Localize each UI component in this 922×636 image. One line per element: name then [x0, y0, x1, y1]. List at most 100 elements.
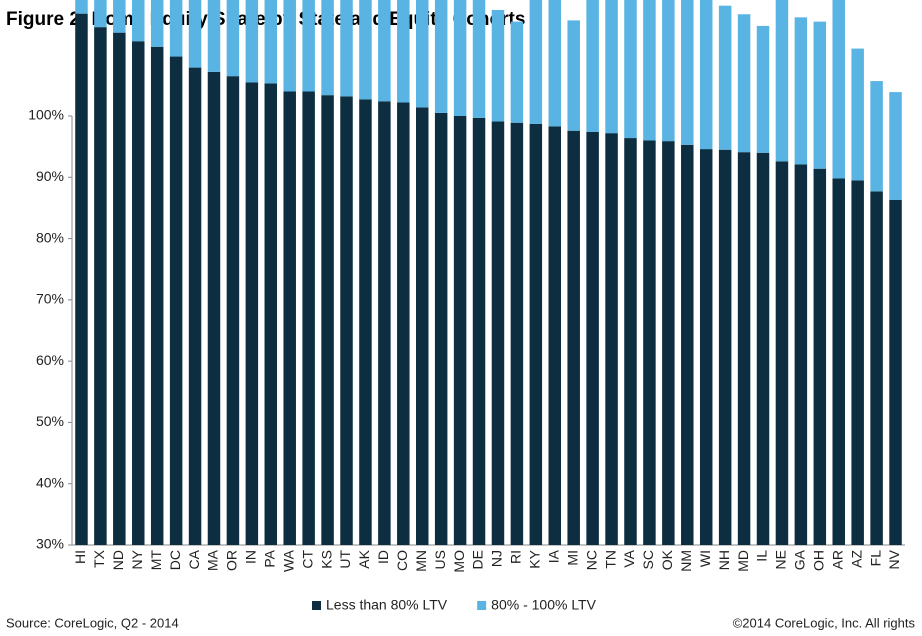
bar-segment [169, 56, 183, 545]
x-tick-label: TX [91, 549, 107, 568]
bar-segment [169, 0, 183, 57]
bar-segment [264, 0, 278, 84]
bar-segment [586, 131, 599, 546]
bar-segment [756, 152, 770, 545]
bar-segment [132, 41, 145, 545]
bar-segment [813, 168, 827, 545]
bar-segment [378, 101, 391, 545]
bar-segment [643, 140, 656, 545]
legend-label: Less than 80% LTV [326, 597, 448, 613]
bar-segment [207, 71, 221, 546]
bar-segment [245, 82, 259, 546]
y-tick-label: 70% [36, 291, 64, 307]
x-tick-label: NV [886, 549, 902, 569]
x-tick-label: CT [299, 550, 315, 569]
source: Source: CoreLogic, Q2 - 2014 [6, 615, 179, 630]
bar-segment [397, 0, 410, 103]
bar-segment [794, 17, 808, 165]
x-tick-label: MI [564, 550, 580, 566]
bar-segment [359, 99, 372, 546]
bar-segment [775, 0, 789, 162]
bar-segment [794, 164, 808, 545]
bar-segment [718, 5, 732, 150]
x-tick-label: HI [72, 550, 88, 564]
legend-swatch [312, 601, 321, 610]
x-tick-label: KY [527, 549, 543, 568]
y-tick-label: 100% [28, 107, 64, 123]
bar-segment [548, 0, 562, 127]
bar-segment [510, 122, 524, 546]
bar-segment [283, 0, 296, 92]
bar-segment [605, 0, 618, 134]
x-tick-label: OH [811, 550, 827, 571]
bar-segment [245, 0, 259, 83]
x-tick-label: FL [867, 550, 883, 567]
x-tick-label: CA [186, 549, 202, 569]
bar-segment [851, 180, 864, 545]
bar-segment [718, 149, 732, 545]
x-tick-label: OR [224, 550, 240, 571]
x-tick-label: PA [261, 549, 277, 567]
bar-segment [150, 46, 164, 546]
bar-segment [832, 178, 845, 546]
bar-segment [662, 0, 675, 142]
bar-segment [453, 0, 467, 116]
x-tick-label: IA [545, 549, 561, 563]
bar-segment [94, 27, 107, 545]
bar-segment [321, 0, 334, 96]
x-tick-label: GA [792, 549, 808, 570]
legend-swatch [477, 601, 487, 610]
x-tick-label: MO [451, 550, 467, 573]
bar-segment [510, 21, 524, 123]
bar-segment [359, 0, 372, 100]
bar-segment [397, 102, 410, 545]
bar-segment [207, 0, 221, 72]
x-tick-label: RI [508, 550, 524, 564]
x-tick-label: MA [205, 549, 221, 571]
x-tick-label: CO [394, 550, 410, 571]
bar-segment [340, 0, 353, 97]
bar-segment [737, 14, 751, 153]
bar-segment [132, 0, 145, 42]
bar-segment [624, 138, 637, 545]
y-tick-label: 50% [36, 413, 64, 429]
bar-segment [378, 0, 391, 102]
bar-segment [643, 0, 656, 141]
bar-segment [832, 0, 845, 179]
bar-segment [699, 149, 713, 545]
bar-segment [624, 0, 637, 139]
x-tick-label: NH [716, 550, 732, 570]
bar-segment [302, 91, 315, 545]
x-tick-label: MN [413, 550, 429, 572]
bar-segment [415, 107, 429, 546]
bar-segment [226, 76, 240, 546]
bar-segment [321, 95, 334, 546]
x-tick-label: AR [829, 550, 845, 569]
y-tick-label: 40% [36, 474, 64, 490]
bar-segment [529, 123, 543, 546]
x-tick-label: IN [243, 550, 259, 564]
bar-segment [851, 48, 864, 181]
bar-segment [113, 32, 126, 545]
x-tick-label: NE [773, 550, 789, 569]
x-tick-label: DC [167, 550, 183, 570]
bar-segment [94, 0, 107, 28]
bar-segment [870, 81, 883, 192]
bar-segment [567, 20, 580, 131]
bar-segment [870, 191, 883, 546]
bar-segment [150, 0, 164, 47]
x-tick-label: VA [621, 549, 637, 567]
bar-segment [775, 161, 789, 545]
bar-segment [813, 21, 827, 169]
bar-segment [529, 0, 543, 124]
legend-label: 80% - 100% LTV [491, 597, 596, 613]
x-tick-label: KS [318, 550, 334, 569]
bar-segment [264, 83, 278, 546]
x-tick-label: IL [754, 550, 770, 562]
bar-segment [453, 116, 467, 545]
x-tick-label: MD [735, 550, 751, 572]
bar-segment [75, 13, 88, 546]
y-tick-label: 80% [36, 229, 64, 245]
bar-segment [889, 92, 902, 200]
